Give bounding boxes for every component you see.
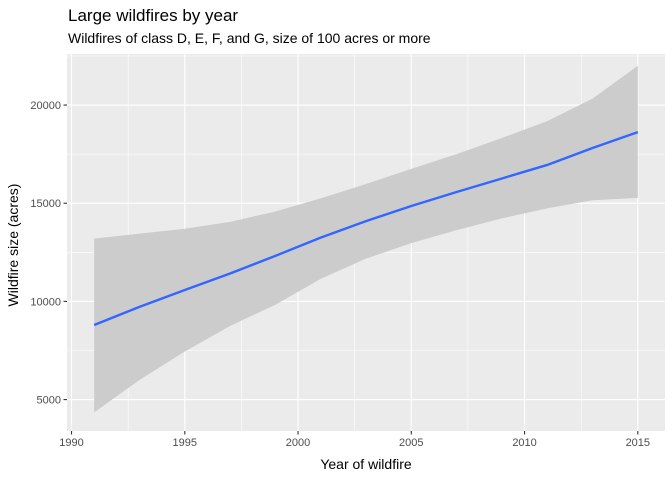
x-tick-label: 2000 xyxy=(286,437,310,449)
trend-line xyxy=(93,131,639,327)
x-tick-label: 2015 xyxy=(626,437,650,449)
y-tick-label: 10000 xyxy=(30,296,61,308)
y-tick-label: 20000 xyxy=(30,100,61,112)
chart-subtitle: Wildfires of class D, E, F, and G, size … xyxy=(68,30,431,46)
x-tick-label: 1995 xyxy=(173,437,197,449)
x-axis: 1990 1995 2000 2005 2010 2015 xyxy=(59,431,650,449)
y-axis: 5000 10000 15000 20000 xyxy=(30,100,67,407)
x-axis-title: Year of wildfire xyxy=(320,456,412,472)
x-tick-label: 2005 xyxy=(399,437,423,449)
trend-lines xyxy=(93,131,639,327)
x-tick-label: 1990 xyxy=(59,437,83,449)
confidence-bands xyxy=(94,65,638,413)
y-axis-title: Wildfire size (acres) xyxy=(5,184,21,307)
y-tick-label: 5000 xyxy=(37,395,61,407)
confidence-band xyxy=(94,65,638,413)
y-tick-label: 15000 xyxy=(30,198,61,210)
chart-title: Large wildfires by year xyxy=(68,6,238,25)
x-tick-label: 2010 xyxy=(512,437,536,449)
